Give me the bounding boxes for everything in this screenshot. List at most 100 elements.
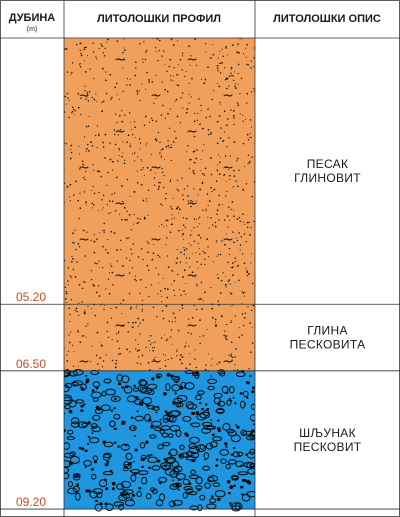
sand-dot	[188, 93, 190, 95]
gravel-pebble	[227, 459, 237, 465]
sand-dot	[95, 291, 98, 294]
gravel-dot	[174, 429, 177, 432]
sand-dot	[118, 154, 120, 157]
gravel-dot	[128, 462, 132, 466]
clay-symbol: ~	[150, 232, 162, 248]
sand-dot	[165, 339, 168, 342]
sand-dot	[95, 56, 97, 58]
sand-dot	[123, 206, 126, 209]
sand-dot	[111, 271, 114, 274]
sand-dot	[155, 74, 157, 76]
sand-dot	[181, 362, 183, 365]
sand-dot	[116, 260, 119, 262]
sand-dot	[105, 41, 107, 43]
sand-dot	[137, 217, 139, 220]
sand-dot	[121, 155, 123, 158]
gravel-grain	[239, 455, 241, 458]
sand-dot	[166, 296, 169, 299]
sand-dot	[70, 73, 72, 75]
sand-dot	[72, 258, 74, 260]
sand-dot	[219, 101, 221, 104]
sand-dot	[251, 253, 253, 255]
gravel-grain	[232, 447, 236, 449]
sand-dot	[193, 240, 196, 242]
sand-dot	[192, 151, 195, 153]
sand-dot	[245, 119, 247, 121]
sand-dot	[136, 350, 139, 352]
gravel-grain	[241, 493, 244, 496]
clay-symbol: ~	[186, 268, 198, 284]
sand-dot	[161, 301, 163, 303]
sand-dot	[162, 186, 165, 189]
gravel-pebble	[116, 374, 123, 382]
sand-dot	[207, 66, 209, 69]
sand-dot	[94, 134, 97, 137]
sand-dot	[110, 98, 112, 100]
gravel-grain	[121, 421, 125, 425]
sand-dot	[179, 261, 182, 263]
sand-dot	[179, 58, 182, 61]
sand-dot	[139, 322, 141, 324]
sand-dot	[159, 256, 161, 258]
sand-dot	[250, 67, 252, 69]
sand-dot	[228, 85, 230, 87]
sand-dot	[118, 330, 120, 333]
sand-dot	[75, 307, 78, 310]
gravel-pebble	[157, 444, 164, 450]
sand-dot	[182, 233, 185, 235]
sand-dot	[154, 138, 157, 141]
gravel-pebble	[227, 430, 237, 437]
sand-dot	[65, 290, 67, 293]
sand-dot	[122, 90, 124, 92]
sand-dot	[130, 248, 132, 251]
gravel-pebble	[147, 456, 158, 463]
sand-dot	[162, 104, 164, 107]
sand-dot	[236, 369, 239, 371]
sand-dot	[78, 153, 80, 155]
gravel-grain	[117, 382, 122, 386]
sand-dot	[168, 147, 170, 149]
sand-dot	[202, 299, 204, 302]
gravel-grain	[124, 443, 128, 447]
sand-dot	[199, 342, 201, 345]
gravel-dot	[215, 464, 219, 467]
sand-dot	[172, 197, 174, 200]
sand-dot	[210, 217, 212, 219]
gravel-pebble	[250, 403, 255, 410]
sand-dot	[75, 248, 77, 251]
sand-dot	[70, 260, 73, 263]
sand-dot	[65, 143, 67, 145]
gravel-pebble	[83, 460, 92, 467]
sand-dot	[121, 120, 124, 123]
sand-dot	[142, 258, 144, 261]
sand-dot	[90, 239, 92, 242]
gravel-dot	[95, 386, 99, 390]
gravel-grain	[104, 502, 108, 505]
sand-dot	[167, 358, 169, 361]
sand-dot	[239, 113, 241, 115]
gravel-grain	[104, 463, 109, 467]
sand-dot	[80, 54, 83, 57]
sand-dot	[149, 343, 152, 346]
sand-dot	[218, 204, 220, 206]
sand-dot	[173, 217, 175, 219]
sand-dot	[101, 199, 103, 201]
sand-dot	[231, 74, 233, 77]
sand-dot	[229, 219, 231, 221]
gravel-pebble	[165, 456, 177, 464]
sand-dot	[187, 195, 190, 197]
gravel-pebble	[137, 384, 148, 393]
sand-dot	[157, 282, 159, 284]
sand-dot	[116, 121, 118, 124]
gravel-dot	[64, 429, 66, 433]
sand-dot	[219, 63, 221, 65]
sand-dot	[143, 175, 145, 177]
sand-dot	[218, 219, 220, 221]
sand-dot	[233, 231, 235, 233]
sand-dot	[188, 82, 190, 84]
layer-description-pesak: ПЕСАК	[307, 157, 349, 171]
sand-dot	[250, 60, 252, 62]
sand-dot	[216, 169, 219, 172]
sand-dot	[228, 206, 230, 208]
sand-dot	[119, 352, 122, 355]
